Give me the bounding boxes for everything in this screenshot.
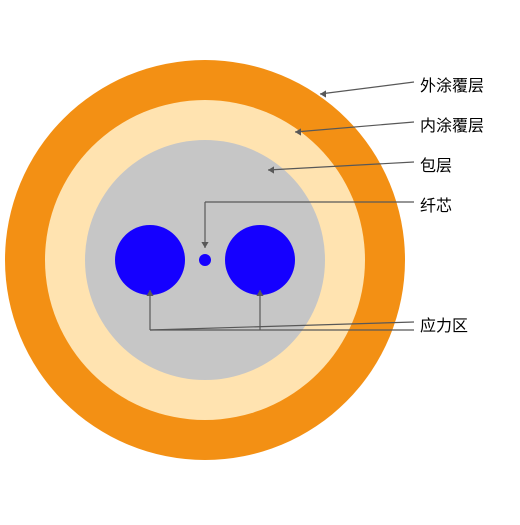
label-stress: 应力区	[420, 312, 468, 336]
label-outer-coating: 外涂覆层	[420, 72, 484, 96]
label-inner-coating: 内涂覆层	[420, 112, 484, 136]
label-core: 纤芯	[420, 192, 452, 216]
label-cladding: 包层	[420, 152, 452, 176]
stress-rod-left	[115, 225, 185, 295]
stress-rod-right	[225, 225, 295, 295]
fiber-core	[199, 254, 211, 266]
